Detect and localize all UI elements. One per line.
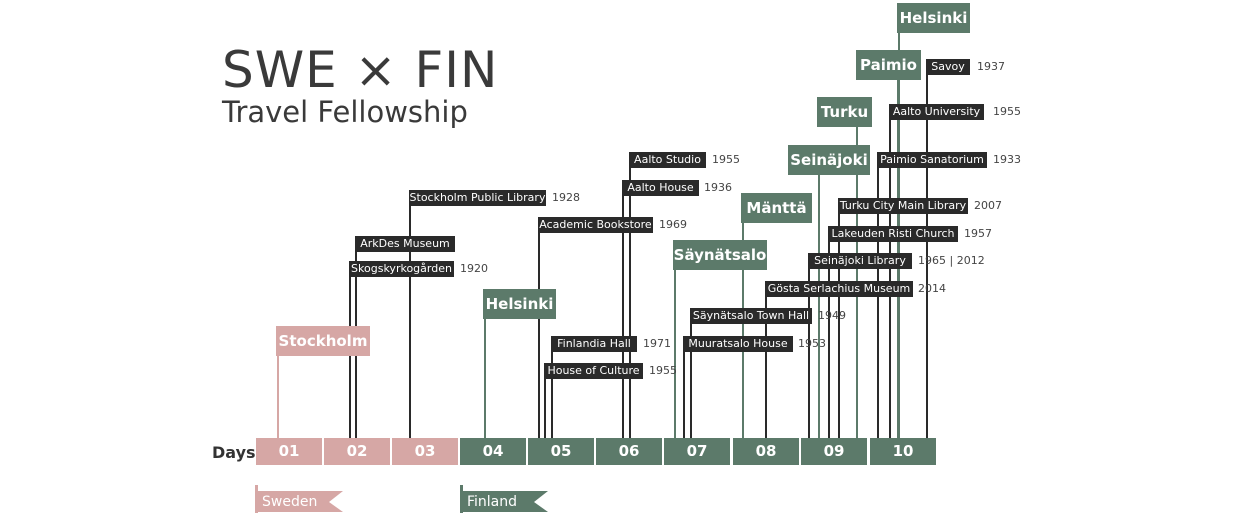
place-connector-line <box>690 324 692 438</box>
city-connector-line <box>674 270 676 438</box>
flag-sweden-shape <box>258 491 343 512</box>
city-label: Turku <box>817 97 872 127</box>
place-year: 1957 <box>964 227 992 240</box>
city-label: Säynätsalo <box>673 240 767 270</box>
place-connector-line <box>889 120 891 438</box>
place-year: 1955 <box>993 105 1021 118</box>
day-box-05: 05 <box>528 438 594 465</box>
place-connector-line <box>808 269 810 438</box>
city-connector-line <box>818 175 820 438</box>
city-label: Mänttä <box>741 193 812 223</box>
title-main: SWE × FIN <box>222 41 499 99</box>
place-label: Skogskyrkogården <box>349 261 454 277</box>
place-year: 1955 <box>649 364 677 377</box>
place-connector-line <box>622 196 624 438</box>
place-label: ArkDes Museum <box>355 236 455 252</box>
place-label: Finlandia Hall <box>551 336 637 352</box>
place-label: Turku City Main Library <box>838 198 968 214</box>
flag-finland <box>460 485 548 513</box>
place-connector-line <box>349 277 351 438</box>
place-year: 2014 <box>918 282 946 295</box>
place-label: Aalto House <box>622 180 699 196</box>
place-label: Stockholm Public Library <box>409 190 546 206</box>
place-connector-line <box>765 297 767 438</box>
place-label: Seinäjoki Library <box>808 253 912 269</box>
place-year: 1965 | 2012 <box>918 254 985 267</box>
place-label: Säynätsalo Town Hall <box>690 308 812 324</box>
day-box-02: 02 <box>324 438 390 465</box>
place-label: Gösta Serlachius Museum <box>765 281 913 297</box>
city-label: Stockholm <box>276 326 370 356</box>
city-label: Seinäjoki <box>788 145 870 175</box>
city-connector-line <box>484 319 486 438</box>
flag-finland-pole <box>460 485 463 513</box>
flag-sweden <box>255 485 343 513</box>
city-connector-line <box>277 356 279 438</box>
day-box-01: 01 <box>256 438 322 465</box>
place-connector-line <box>629 168 631 438</box>
place-connector-line <box>551 352 553 438</box>
place-year: 1953 <box>798 337 826 350</box>
place-year: 1920 <box>460 262 488 275</box>
place-year: 1949 <box>818 309 846 322</box>
place-year: 1971 <box>643 337 671 350</box>
place-label: Savoy <box>926 59 970 75</box>
place-connector-line <box>926 75 928 438</box>
city-label: Helsinki <box>897 3 970 33</box>
place-connector-line <box>828 242 830 438</box>
place-connector-line <box>409 206 411 438</box>
place-label: House of Culture <box>544 363 643 379</box>
day-box-03: 03 <box>392 438 458 465</box>
day-box-06: 06 <box>596 438 662 465</box>
place-connector-line <box>683 352 685 438</box>
place-year: 2007 <box>974 199 1002 212</box>
place-label: Academic Bookstore <box>538 217 653 233</box>
day-box-09: 09 <box>801 438 867 465</box>
city-label: Paimio <box>856 50 921 80</box>
place-label: Aalto University <box>889 104 984 120</box>
place-year: 1928 <box>552 191 580 204</box>
place-year: 1936 <box>704 181 732 194</box>
flag-finland-shape <box>463 491 548 512</box>
flag-sweden-pole <box>255 485 258 513</box>
day-box-07: 07 <box>664 438 730 465</box>
days-label: Days <box>212 443 256 462</box>
flag-finland-label: Finland <box>467 494 518 510</box>
place-connector-line <box>838 214 840 438</box>
place-year: 1955 <box>712 153 740 166</box>
city-label: Helsinki <box>483 289 556 319</box>
place-year: 1937 <box>977 60 1005 73</box>
day-box-10: 10 <box>870 438 936 465</box>
place-label: Muuratsalo House <box>683 336 793 352</box>
place-year: 1933 <box>993 153 1021 166</box>
place-connector-line <box>538 233 540 438</box>
flag-sweden-label: Sweden <box>262 494 318 510</box>
title-subtitle: Travel Fellowship <box>222 95 468 129</box>
city-connector-line <box>742 223 744 438</box>
day-box-04: 04 <box>460 438 526 465</box>
place-label: Aalto Studio <box>629 152 706 168</box>
place-label: Paimio Sanatorium <box>877 152 987 168</box>
place-connector-line <box>544 379 546 438</box>
place-year: 1969 <box>659 218 687 231</box>
place-connector-line <box>877 168 879 438</box>
day-box-08: 08 <box>733 438 799 465</box>
place-label: Lakeuden Risti Church <box>828 226 958 242</box>
